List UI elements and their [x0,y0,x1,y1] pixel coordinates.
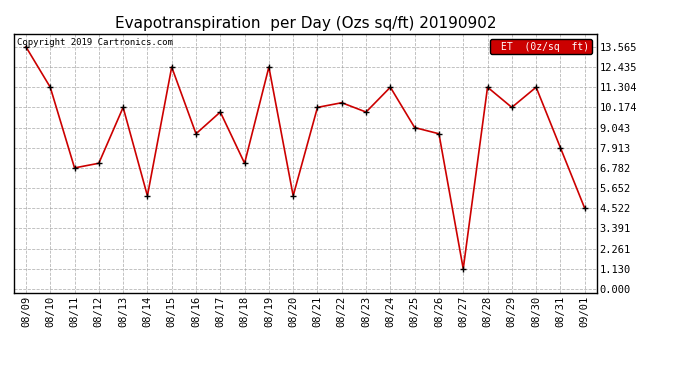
Legend: ET  (0z/sq  ft): ET (0z/sq ft) [491,39,592,54]
Text: Copyright 2019 Cartronics.com: Copyright 2019 Cartronics.com [17,38,172,46]
Title: Evapotranspiration  per Day (Ozs sq/ft) 20190902: Evapotranspiration per Day (Ozs sq/ft) 2… [115,16,496,31]
